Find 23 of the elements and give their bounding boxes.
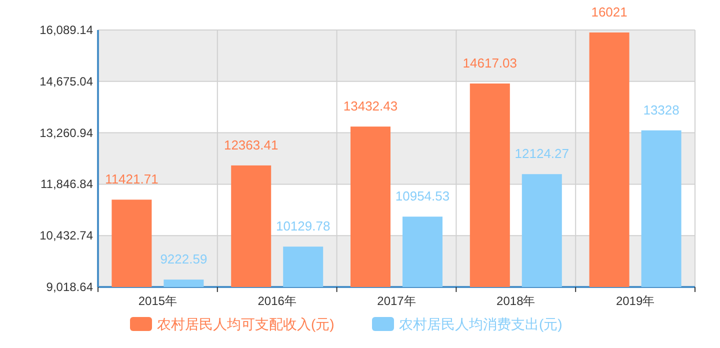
- x-tick-label: 2018年: [496, 294, 536, 308]
- y-tick-label: 13,260.94: [40, 126, 94, 140]
- data-label: 9222.59: [160, 252, 208, 267]
- y-tick-label: 14,675.04: [40, 74, 94, 88]
- data-label: 12124.27: [514, 146, 570, 162]
- data-label: 12363.41: [224, 137, 278, 152]
- y-tick-label: 11,846.84: [40, 177, 94, 192]
- y-tick-label: 16,089.14: [40, 23, 94, 37]
- data-label: 13328: [643, 102, 680, 118]
- legend-label: 农村居民人均可支配收入(元): [157, 316, 334, 332]
- x-tick-label: 2019年: [616, 294, 655, 308]
- y-tick-label: 9,018.64: [46, 280, 94, 294]
- data-label: 16021: [591, 4, 628, 20]
- data-label: 11421.71: [105, 172, 158, 187]
- x-tick-label: 2015年: [138, 294, 178, 308]
- data-label: 10954.53: [395, 188, 450, 204]
- y-tick-label: 10,432.74: [40, 228, 94, 243]
- data-label: 13432.43: [343, 98, 398, 114]
- x-tick-label: 2017年: [377, 294, 416, 308]
- legend-label: 农村居民人均消费支出(元): [399, 316, 562, 332]
- data-label: 14617.03: [462, 56, 518, 71]
- data-label: 10129.78: [276, 218, 330, 234]
- x-tick-label: 2016年: [258, 294, 296, 308]
